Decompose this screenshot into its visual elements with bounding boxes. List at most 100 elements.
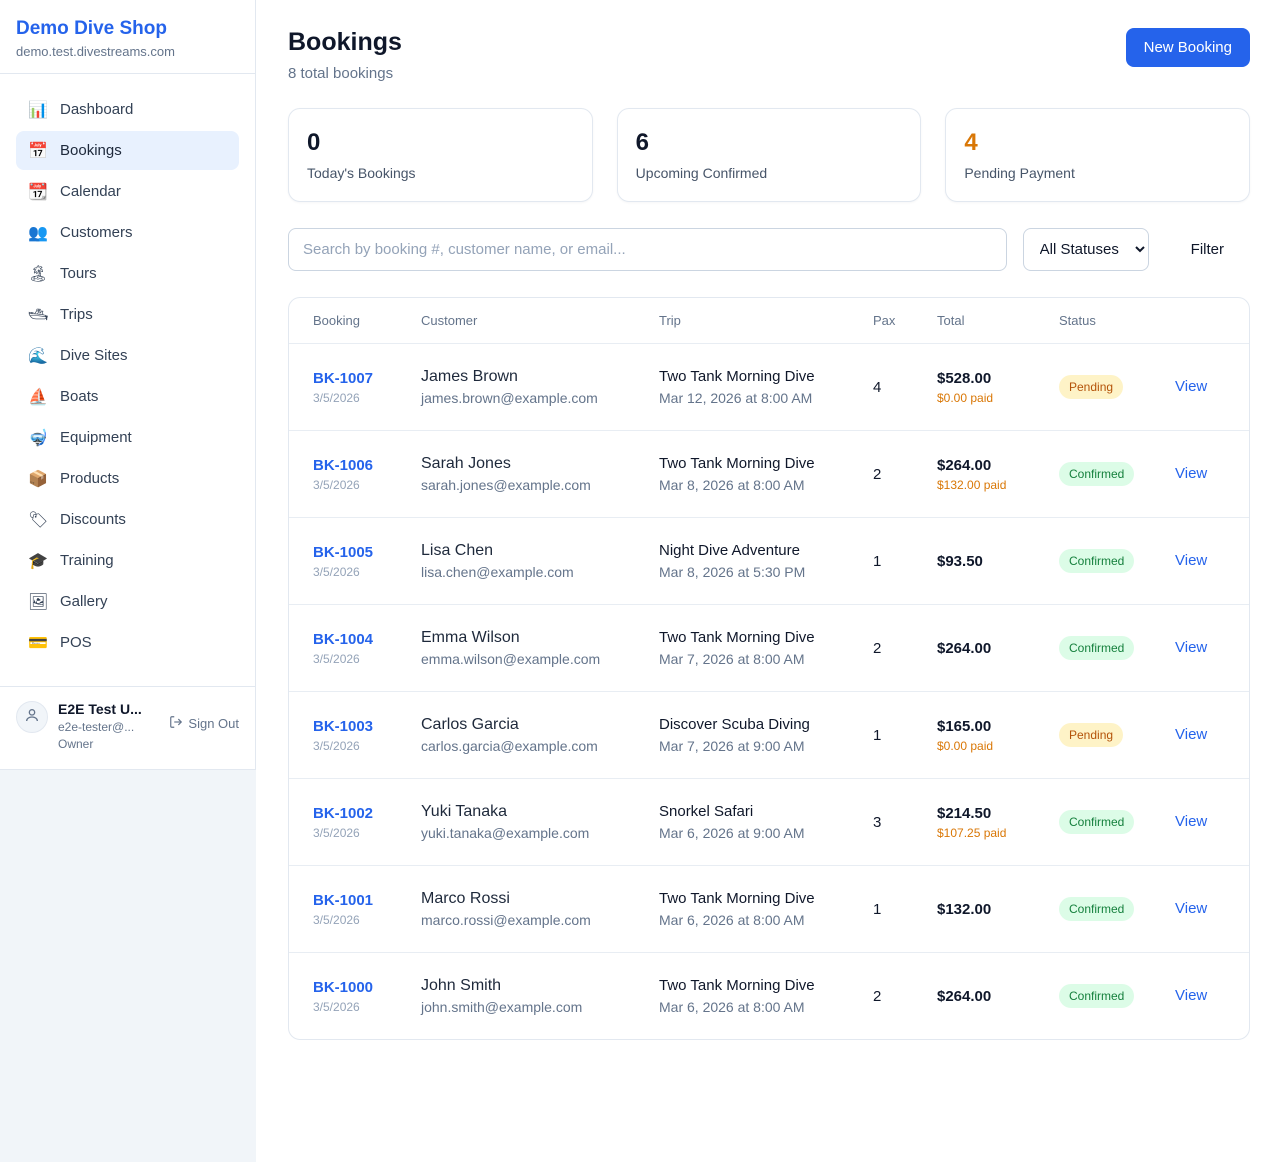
customer-name: John Smith	[421, 977, 502, 994]
view-link[interactable]: View	[1175, 639, 1208, 656]
view-link[interactable]: View	[1175, 726, 1208, 743]
new-booking-button[interactable]: New Booking	[1125, 28, 1250, 67]
shop-name: Demo Dive Shop	[16, 18, 167, 39]
table-row: BK-1002 3/5/2026 Yuki Tanaka yuki.tanaka…	[289, 778, 1249, 865]
sidebar-item[interactable]: 📊 Dashboard	[16, 90, 239, 129]
trip-datetime: Mar 6, 2026 at 8:00 AM	[659, 912, 805, 928]
pax-cell: 4	[873, 378, 882, 396]
col-header-trip: Trip	[659, 313, 681, 328]
search-input[interactable]	[288, 228, 1007, 271]
user-name: E2E Test U...	[58, 701, 142, 717]
paid-amount: $107.25 paid	[937, 825, 1007, 840]
sidebar-item[interactable]: 🖼 Gallery	[16, 582, 239, 621]
booking-id-link[interactable]: BK-1004	[313, 630, 374, 648]
booking-id-link[interactable]: BK-1000	[313, 978, 374, 996]
status-badge: Pending	[1059, 723, 1124, 747]
status-badge: Confirmed	[1059, 810, 1135, 834]
col-header-total: Total	[937, 313, 965, 328]
booking-cell: BK-1000 3/5/2026	[313, 955, 421, 1038]
table-header-row: Booking Customer Trip Pax Total Status	[289, 298, 1249, 343]
view-link[interactable]: View	[1175, 900, 1208, 917]
view-link[interactable]: View	[1175, 378, 1208, 395]
booking-id-link[interactable]: BK-1005	[313, 543, 374, 561]
view-link[interactable]: View	[1175, 552, 1208, 569]
booking-date: 3/5/2026	[313, 651, 360, 666]
booking-id-link[interactable]: BK-1006	[313, 456, 374, 474]
total-cell: $93.50	[937, 529, 1059, 594]
sidebar-item[interactable]: 📆 Calendar	[16, 172, 239, 211]
trip-cell: Two Tank Morning Dive Mar 6, 2026 at 8:0…	[659, 953, 873, 1039]
booking-date: 3/5/2026	[313, 564, 360, 579]
trip-name: Two Tank Morning Dive	[659, 890, 815, 907]
sidebar-item[interactable]: 🏷 Discounts	[16, 500, 239, 539]
sidebar-item[interactable]: 🛥 Trips	[16, 295, 239, 334]
trip-name: Two Tank Morning Dive	[659, 455, 815, 472]
user-section: E2E Test U... e2e-tester@... Owner Sign …	[0, 686, 255, 769]
stat-card: 0 Today's Bookings	[288, 108, 593, 202]
sidebar-nav: 📊 Dashboard 📅 Bookings 📆 Calendar 👥 Cust…	[0, 74, 255, 672]
sidebar-item[interactable]: 💳 POS	[16, 623, 239, 662]
shop-domain: demo.test.divestreams.com	[16, 44, 175, 59]
sidebar-item[interactable]: 🌊 Dive Sites	[16, 336, 239, 375]
trip-name: Snorkel Safari	[659, 803, 754, 820]
sidebar-item[interactable]: 🏝 Tours	[16, 254, 239, 293]
table-row: BK-1005 3/5/2026 Lisa Chen lisa.chen@exa…	[289, 517, 1249, 604]
customer-name: Marco Rossi	[421, 890, 510, 907]
sidebar-item-label: Gallery	[60, 593, 108, 610]
view-link[interactable]: View	[1175, 987, 1208, 1004]
status-badge: Confirmed	[1059, 984, 1135, 1008]
sign-out-button[interactable]: Sign Out	[169, 715, 239, 732]
table-row: BK-1003 3/5/2026 Carlos Garcia carlos.ga…	[289, 691, 1249, 778]
sidebar-item[interactable]: 👥 Customers	[16, 213, 239, 252]
sign-out-label: Sign Out	[188, 716, 239, 731]
sidebar-item[interactable]: 🤿 Equipment	[16, 418, 239, 457]
trip-datetime: Mar 6, 2026 at 8:00 AM	[659, 999, 805, 1015]
total-amount: $214.50	[937, 804, 992, 822]
booking-id-link[interactable]: BK-1003	[313, 717, 374, 735]
actions-cell: View	[1175, 441, 1225, 507]
sidebar-item[interactable]: 📦 Products	[16, 459, 239, 498]
customer-email: carlos.garcia@example.com	[421, 738, 598, 754]
trip-cell: Discover Scuba Diving Mar 7, 2026 at 9:0…	[659, 692, 873, 778]
trip-cell: Two Tank Morning Dive Mar 7, 2026 at 8:0…	[659, 605, 873, 691]
page-subtitle: 8 total bookings	[288, 65, 394, 82]
user-meta: E2E Test U... e2e-tester@... Owner	[58, 701, 159, 751]
booking-date: 3/5/2026	[313, 738, 360, 753]
sidebar-item[interactable]: 📅 Bookings	[16, 131, 239, 170]
sidebar-item-label: Boats	[60, 388, 99, 405]
pax-cell: 1	[873, 726, 882, 744]
customer-name: Carlos Garcia	[421, 716, 519, 733]
stat-label: Upcoming Confirmed	[635, 165, 768, 181]
pax-cell: 3	[873, 813, 882, 831]
booking-cell: BK-1005 3/5/2026	[313, 520, 421, 603]
sidebar-item-icon: 📆	[28, 182, 48, 201]
booking-date: 3/5/2026	[313, 912, 360, 927]
stat-value: 6	[635, 129, 650, 156]
sidebar-item[interactable]: ⛵ Boats	[16, 377, 239, 416]
pax-cell: 1	[873, 552, 882, 570]
customer-name: Yuki Tanaka	[421, 803, 507, 820]
view-link[interactable]: View	[1175, 813, 1208, 830]
booking-id-link[interactable]: BK-1007	[313, 369, 374, 387]
status-filter-select[interactable]: All Statuses	[1022, 228, 1149, 271]
pax-cell: 1	[873, 900, 882, 918]
total-cell: $264.00	[937, 616, 1059, 681]
booking-cell: BK-1007 3/5/2026	[313, 346, 421, 429]
booking-id-link[interactable]: BK-1001	[313, 891, 374, 909]
trip-datetime: Mar 6, 2026 at 9:00 AM	[659, 825, 805, 841]
status-cell: Confirmed	[1059, 960, 1175, 1032]
sidebar-item-label: Dashboard	[60, 101, 134, 118]
col-header-customer: Customer	[421, 313, 478, 328]
booking-id-link[interactable]: BK-1002	[313, 804, 374, 822]
sidebar-item-label: Calendar	[60, 183, 121, 200]
customer-cell: Carlos Garcia carlos.garcia@example.com	[421, 692, 659, 778]
view-link[interactable]: View	[1175, 465, 1208, 482]
col-header-pax: Pax	[873, 313, 896, 328]
sidebar-item-icon: 🖼	[28, 592, 49, 611]
sidebar-item[interactable]: 🎓 Training	[16, 541, 239, 580]
sidebar-item-icon: ⛵	[28, 387, 48, 406]
filter-button[interactable]: Filter	[1165, 231, 1250, 268]
person-icon	[24, 707, 40, 728]
status-cell: Confirmed	[1059, 873, 1175, 945]
customer-email: james.brown@example.com	[421, 390, 598, 406]
